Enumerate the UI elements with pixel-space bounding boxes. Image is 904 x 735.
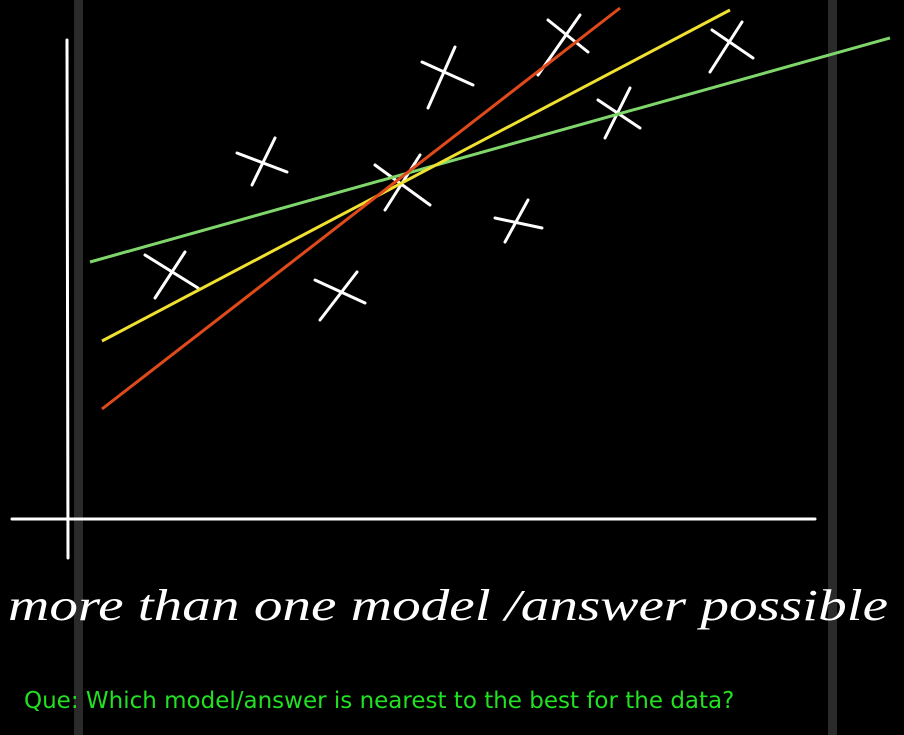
model-line-green [89,36,891,264]
data-points [143,13,755,322]
point [235,136,289,187]
point [143,250,200,300]
y-axis [65,38,70,560]
point [313,270,367,322]
point [420,45,475,110]
model-line-red [101,6,621,411]
model-line-yellow [101,8,731,343]
point [708,20,755,74]
question: Que: Which model/answer is nearest to th… [24,688,735,714]
frame-edge [828,0,837,735]
handwritten-note: more than one model /answer possible [8,581,888,630]
frame-edge [74,0,83,735]
point [493,198,544,244]
